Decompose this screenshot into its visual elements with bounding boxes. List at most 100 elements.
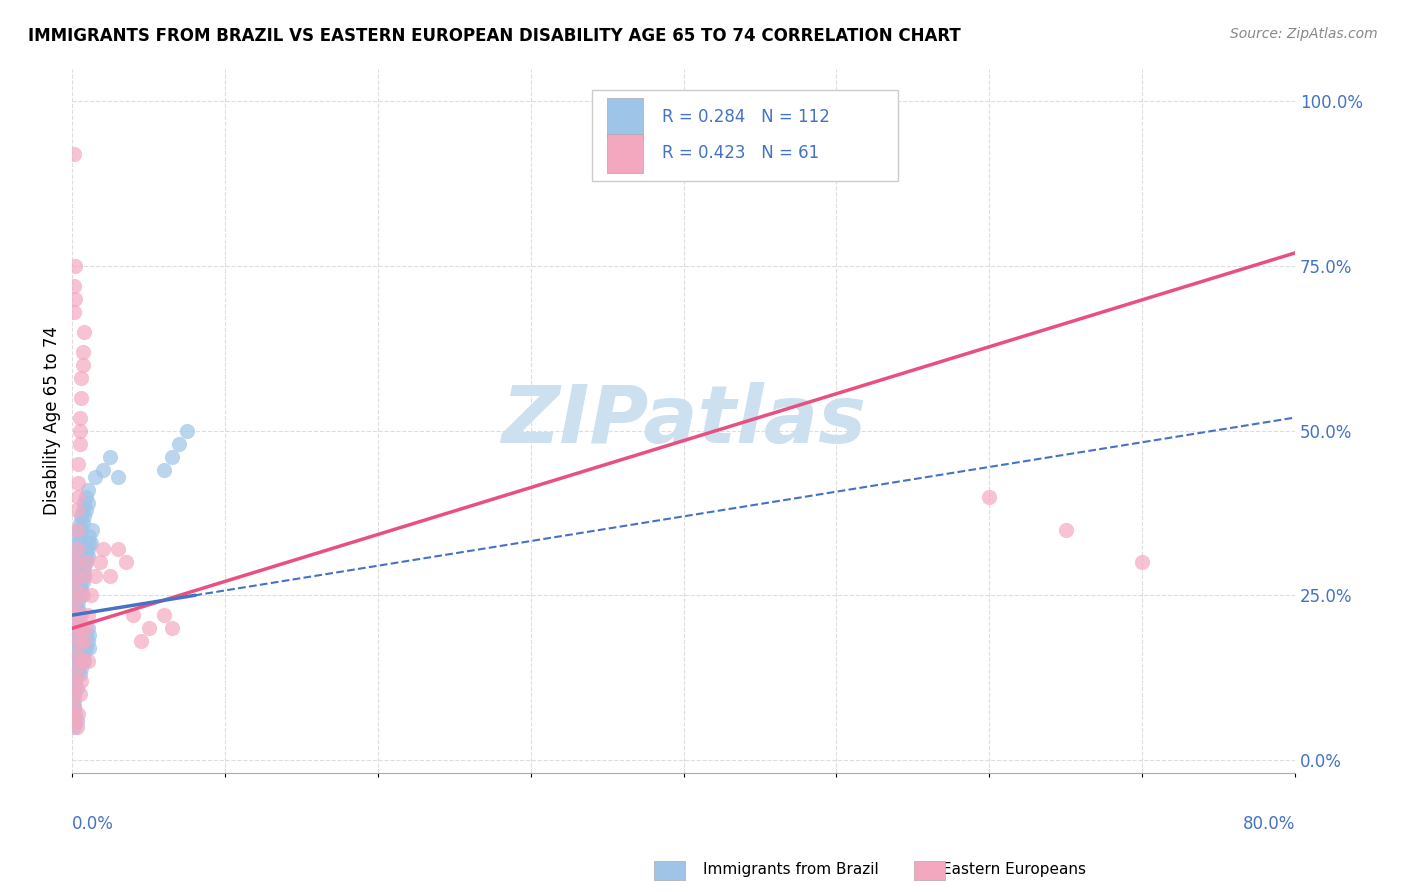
Point	[69, 529, 91, 543]
Point	[67, 523, 90, 537]
Point	[70, 523, 93, 537]
Point	[75, 490, 97, 504]
Point	[66, 608, 89, 623]
Point	[76, 608, 98, 623]
Point	[72, 344, 94, 359]
Point	[138, 621, 160, 635]
Point	[70, 509, 93, 524]
Point	[62, 615, 84, 629]
Point	[167, 437, 190, 451]
Point	[62, 700, 84, 714]
Point	[67, 706, 90, 721]
Point	[79, 535, 101, 549]
Point	[62, 621, 84, 635]
Point	[75, 556, 97, 570]
Point	[65, 615, 87, 629]
Point	[62, 641, 84, 656]
Point	[73, 568, 96, 582]
Point	[65, 556, 87, 570]
Text: Source: ZipAtlas.com: Source: ZipAtlas.com	[1230, 27, 1378, 41]
Point	[67, 476, 90, 491]
Point	[72, 516, 94, 530]
Point	[91, 542, 114, 557]
Point	[75, 621, 97, 635]
Point	[62, 673, 84, 688]
Point	[65, 628, 87, 642]
Point	[65, 259, 87, 273]
Point	[153, 608, 176, 623]
Point	[70, 588, 93, 602]
Point	[62, 568, 84, 582]
Point	[72, 634, 94, 648]
Point	[72, 568, 94, 582]
Point	[77, 628, 100, 642]
Point	[67, 648, 90, 662]
Point	[72, 358, 94, 372]
Point	[62, 687, 84, 701]
Point	[62, 700, 84, 714]
Point	[76, 621, 98, 635]
Point	[65, 673, 87, 688]
Point	[1130, 556, 1153, 570]
Point	[67, 575, 90, 590]
Point	[62, 687, 84, 701]
Point	[62, 608, 84, 623]
Point	[66, 582, 89, 596]
Point	[69, 410, 91, 425]
Point	[75, 502, 97, 516]
Point	[70, 673, 93, 688]
Text: Eastern Europeans: Eastern Europeans	[942, 863, 1085, 877]
Point	[76, 542, 98, 557]
Point	[67, 490, 90, 504]
Point	[70, 582, 93, 596]
Point	[69, 608, 91, 623]
Point	[65, 681, 87, 695]
Text: R = 0.284   N = 112: R = 0.284 N = 112	[662, 109, 830, 127]
Point	[67, 615, 90, 629]
Point	[73, 325, 96, 339]
Point	[160, 621, 183, 635]
Point	[75, 549, 97, 563]
Point	[72, 648, 94, 662]
Point	[69, 568, 91, 582]
Point	[73, 568, 96, 582]
Point	[62, 556, 84, 570]
Point	[65, 714, 87, 728]
Point	[62, 628, 84, 642]
Point	[75, 556, 97, 570]
Point	[73, 509, 96, 524]
Point	[72, 562, 94, 576]
Point	[69, 562, 91, 576]
Point	[67, 595, 90, 609]
Point	[67, 582, 90, 596]
Point	[70, 608, 93, 623]
Point	[66, 654, 89, 668]
Point	[75, 628, 97, 642]
Point	[89, 556, 111, 570]
Point	[77, 535, 100, 549]
Text: 80.0%: 80.0%	[1243, 815, 1295, 833]
Point	[70, 568, 93, 582]
Point	[62, 595, 84, 609]
Point	[1054, 523, 1077, 537]
Point	[69, 654, 91, 668]
Point	[66, 549, 89, 563]
Point	[62, 634, 84, 648]
Point	[73, 641, 96, 656]
Point	[69, 516, 91, 530]
Point	[75, 641, 97, 656]
Point	[65, 706, 87, 721]
Point	[72, 556, 94, 570]
Point	[91, 463, 114, 477]
Point	[66, 621, 89, 635]
Point	[65, 661, 87, 675]
Point	[66, 681, 89, 695]
Point	[66, 667, 89, 681]
Point	[69, 588, 91, 602]
Point	[62, 305, 84, 319]
Point	[129, 634, 152, 648]
Point	[69, 437, 91, 451]
Point	[67, 535, 90, 549]
Point	[65, 634, 87, 648]
Point	[66, 648, 89, 662]
